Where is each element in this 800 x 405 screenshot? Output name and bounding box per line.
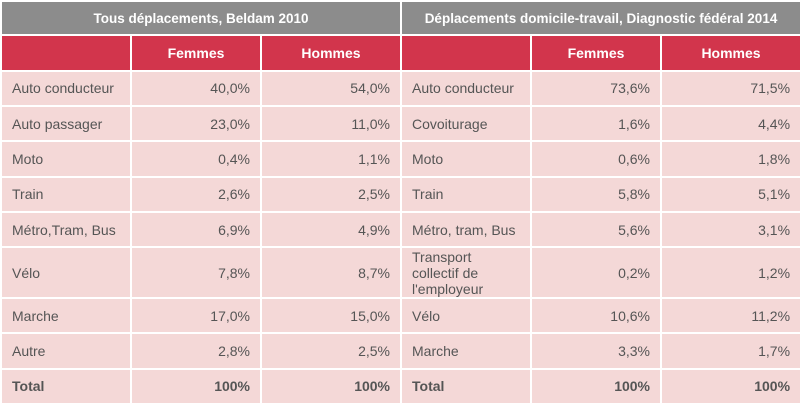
row-label-left: Train (2, 177, 130, 212)
section-title-row: Tous déplacements, Beldam 2010 Déplaceme… (2, 2, 800, 35)
row-women-right: 5,6% (532, 213, 660, 247)
row-men-left: 8,7% (262, 248, 400, 297)
row-label-right: Moto (402, 142, 530, 176)
row-men-right: 5,1% (662, 177, 800, 212)
row-label-right: Covoiturage (402, 107, 530, 141)
row-men-right: 3,1% (662, 213, 800, 247)
column-header-row: Femmes Hommes Femmes Hommes (2, 36, 800, 70)
column-header-blank-right (402, 36, 530, 70)
row-label-right: Transport collectif de l'employeur (402, 248, 530, 297)
row-men-left: 4,9% (262, 213, 400, 247)
row-women-left: 2,8% (132, 334, 260, 368)
row-women-left: 23,0% (132, 107, 260, 141)
table-row: Auto passager 23,0% 11,0% Covoiturage 1,6% 4,… (2, 107, 800, 141)
row-women-left: 40,0% (132, 71, 260, 106)
row-women-right: 3,3% (532, 334, 660, 368)
row-men-right: 1,2% (662, 248, 800, 297)
table-row: Métro,Tram, Bus 6,9% 4,9% Métro, tram, Bus 5… (2, 213, 800, 247)
column-header-women-right: Femmes (532, 36, 660, 70)
total-women-right: 100% (532, 369, 660, 403)
row-label-right: Auto conducteur (402, 71, 530, 106)
total-label-left: Total (2, 369, 130, 403)
column-header-men-right: Hommes (662, 36, 800, 70)
row-men-left: 2,5% (262, 334, 400, 368)
total-row: Total 100% 100% Total 100% 100% (2, 369, 800, 403)
total-men-left: 100% (262, 369, 400, 403)
row-men-right: 1,8% (662, 142, 800, 176)
row-label-left: Métro,Tram, Bus (2, 213, 130, 247)
total-women-left: 100% (132, 369, 260, 403)
row-women-left: 7,8% (132, 248, 260, 297)
row-women-right: 1,6% (532, 107, 660, 141)
row-women-left: 6,9% (132, 213, 260, 247)
row-men-right: 1,7% (662, 334, 800, 368)
row-women-left: 2,6% (132, 177, 260, 212)
row-women-right: 73,6% (532, 71, 660, 106)
table-row: Train 2,6% 2,5% Train 5,8% 5,1% (2, 177, 800, 212)
row-label-left: Auto conducteur (2, 71, 130, 106)
column-header-blank-left (2, 36, 130, 70)
section-title-left: Tous déplacements, Beldam 2010 (2, 2, 400, 35)
table-row: Moto 0,4% 1,1% Moto 0,6% 1,8% (2, 142, 800, 176)
row-women-right: 0,2% (532, 248, 660, 297)
row-men-right: 4,4% (662, 107, 800, 141)
row-women-left: 0,4% (132, 142, 260, 176)
section-title-right: Déplacements domicile-travail, Diagnosti… (402, 2, 800, 35)
row-men-left: 54,0% (262, 71, 400, 106)
table-row: Autre 2,8% 2,5% Marche 3,3% 1,7% (2, 334, 800, 368)
row-label-left: Autre (2, 334, 130, 368)
row-label-left: Vélo (2, 248, 130, 297)
row-label-right: Train (402, 177, 530, 212)
row-men-left: 11,0% (262, 107, 400, 141)
row-women-right: 10,6% (532, 298, 660, 333)
row-label-right: Vélo (402, 298, 530, 333)
row-label-left: Moto (2, 142, 130, 176)
row-men-right: 11,2% (662, 298, 800, 333)
row-women-left: 17,0% (132, 298, 260, 333)
column-header-women-left: Femmes (132, 36, 260, 70)
total-label-right: Total (402, 369, 530, 403)
row-women-right: 5,8% (532, 177, 660, 212)
table-row: Marche 17,0% 15,0% Vélo 10,6% 11,2% (2, 298, 800, 333)
row-women-right: 0,6% (532, 142, 660, 176)
row-label-right: Marche (402, 334, 530, 368)
table-row: Auto conducteur 40,0% 54,0% Auto conducteur… (2, 71, 800, 106)
row-label-left: Marche (2, 298, 130, 333)
column-header-men-left: Hommes (262, 36, 400, 70)
row-men-right: 71,5% (662, 71, 800, 106)
row-men-left: 2,5% (262, 177, 400, 212)
table-row: Vélo 7,8% 8,7% Transport collectif de l'emp… (2, 248, 800, 297)
row-label-left: Auto passager (2, 107, 130, 141)
row-men-left: 1,1% (262, 142, 400, 176)
row-label-right: Métro, tram, Bus (402, 213, 530, 247)
row-men-left: 15,0% (262, 298, 400, 333)
total-men-right: 100% (662, 369, 800, 403)
